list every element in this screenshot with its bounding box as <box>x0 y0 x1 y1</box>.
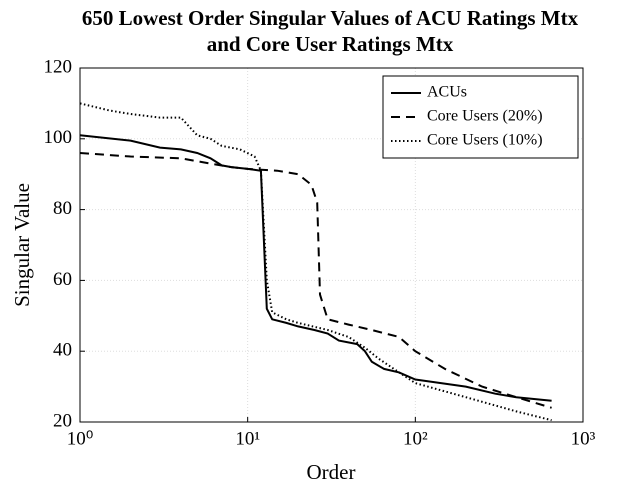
line-series <box>79 152 552 409</box>
x-tick-label: 10⁰ <box>67 428 94 449</box>
legend-box <box>382 75 579 159</box>
y-tick-label: 60 <box>53 269 72 290</box>
x-tick-label: 10¹ <box>235 428 260 449</box>
x-tick-label: 10² <box>403 428 428 449</box>
y-axis-label: Singular Value <box>10 183 34 307</box>
y-tick-label: 80 <box>53 198 72 219</box>
axes-box <box>79 67 584 423</box>
chart-title: 650 Lowest Order Singular Values of ACU … <box>82 6 579 30</box>
y-tick-label: 20 <box>53 410 72 431</box>
x-tick-label: 10³ <box>571 428 596 449</box>
legend-label: Core Users (20%) <box>427 108 543 125</box>
line-series <box>79 134 552 402</box>
y-tick-label: 100 <box>44 127 73 148</box>
chart-title: and Core User Ratings Mtx <box>207 32 454 56</box>
y-tick-label: 40 <box>53 340 72 361</box>
legend-label: Core Users (10%) <box>427 132 543 149</box>
x-axis-label: Order <box>307 460 356 484</box>
legend-label: ACUs <box>427 84 467 101</box>
y-tick-label: 120 <box>44 56 73 77</box>
